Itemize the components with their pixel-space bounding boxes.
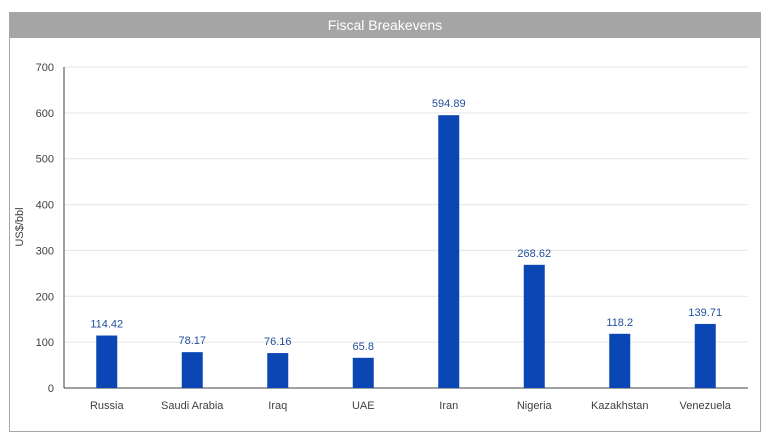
x-tick-label: Iraq <box>268 400 287 412</box>
chart-title: Fiscal Breakevens <box>10 13 760 38</box>
y-tick-label: 600 <box>36 108 54 120</box>
bar-venezuela <box>694 323 716 388</box>
bar-saudi-arabia <box>181 352 203 388</box>
x-tick-label: Russia <box>90 400 125 412</box>
y-axis-label: US$/bbl <box>14 207 26 246</box>
y-tick-label: 500 <box>36 154 54 166</box>
axes: 0 100 200 300 400 500 600 700 Russia Saudi Arabia… <box>36 62 748 412</box>
x-tick-label: Saudi Arabia <box>161 400 224 412</box>
data-label: 78.17 <box>178 335 206 347</box>
data-label: 114.42 <box>90 319 123 331</box>
data-label: 268.62 <box>517 248 551 260</box>
x-tick-label: UAE <box>352 400 375 412</box>
bar-nigeria <box>523 264 545 388</box>
data-label: 118.2 <box>606 317 633 329</box>
gridlines <box>64 66 748 343</box>
data-label: 76.16 <box>264 336 292 348</box>
y-tick-label: 200 <box>36 291 54 303</box>
data-label: 594.89 <box>432 98 466 110</box>
y-tick-label: 300 <box>36 245 54 257</box>
bar-uae <box>352 357 374 388</box>
data-labels: 114.42 78.17 76.16 65.8 594.89 268.62 118.2 139… <box>90 98 722 353</box>
bar-iraq <box>267 353 289 388</box>
chart-frame: Fiscal Breakevens <box>9 12 761 432</box>
data-label: 139.71 <box>688 307 722 319</box>
x-tick-label: Nigeria <box>517 400 553 412</box>
bar-russia <box>96 335 118 388</box>
data-label: 65.8 <box>353 341 374 353</box>
bar-iran <box>438 115 460 388</box>
x-tick-label: Iran <box>439 400 458 412</box>
x-tick-label: Venezuela <box>680 400 732 412</box>
bar-kazakhstan <box>609 333 631 388</box>
x-tick-label: Kazakhstan <box>591 400 648 412</box>
y-tick-label: 700 <box>36 62 54 74</box>
bars <box>96 115 716 388</box>
y-tick-label: 0 <box>48 383 54 395</box>
y-tick-label: 100 <box>36 337 54 349</box>
y-tick-label: 400 <box>36 200 54 212</box>
